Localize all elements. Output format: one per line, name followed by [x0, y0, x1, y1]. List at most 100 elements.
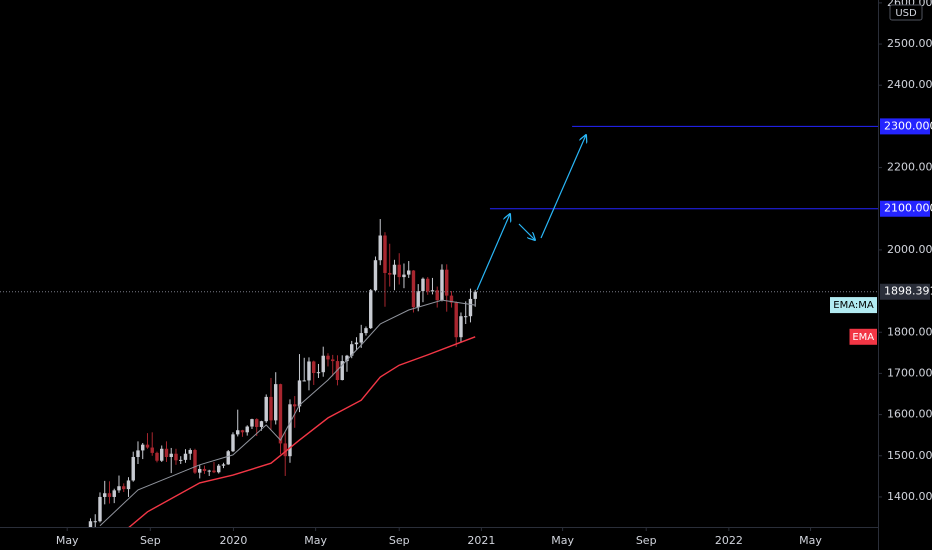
y-tick-label: 1600.000: [887, 408, 932, 421]
candle-body: [383, 235, 387, 273]
candle-body: [117, 486, 121, 491]
indicator-tag: [849, 328, 877, 345]
candle-body: [354, 342, 359, 345]
candle-body: [231, 434, 235, 452]
candle-body: [278, 384, 283, 444]
candle-body: [112, 490, 116, 497]
candle-body: [236, 430, 240, 435]
candle-body: [198, 468, 202, 473]
drawing-arrows: [476, 135, 586, 291]
candle-body: [459, 316, 463, 338]
candle-body: [88, 521, 93, 527]
candle-body: [169, 453, 173, 458]
y-tick-label: 1800.000: [887, 325, 932, 338]
candle-body: [245, 426, 249, 433]
currency-label: USD: [895, 8, 917, 19]
candle-body: [240, 430, 245, 433]
candle-body: [364, 328, 368, 334]
candle-body: [468, 298, 473, 317]
candle-body: [321, 355, 325, 373]
candle-body: [131, 457, 135, 481]
candle-body: [350, 344, 354, 356]
candle-body: [464, 316, 468, 318]
candle-body: [397, 264, 401, 278]
arrow: [518, 223, 535, 240]
candle-body: [283, 443, 287, 457]
y-tick-label: 2600.000: [887, 0, 932, 9]
x-tick-label: May: [799, 534, 822, 547]
candle-body: [174, 453, 178, 461]
candle-body: [326, 355, 330, 360]
candle-body: [430, 290, 435, 292]
candle-body: [402, 274, 406, 278]
y-tick-label: 2000.000: [887, 243, 932, 256]
candle-body: [421, 278, 425, 292]
candle-body: [212, 470, 216, 473]
level-tag: [880, 118, 930, 135]
candle-body: [359, 333, 363, 343]
candle-body: [426, 278, 430, 292]
y-tick-label: 2400.000: [887, 78, 932, 91]
arrow: [476, 214, 510, 291]
x-tick-label: 2022: [715, 534, 743, 547]
candle-body: [407, 270, 411, 275]
y-tick-label: 1400.000: [887, 490, 932, 503]
candle-body: [155, 452, 159, 461]
candle-body: [183, 453, 188, 460]
candle-body: [345, 355, 349, 362]
candle-body: [188, 450, 192, 454]
candle-body: [264, 396, 268, 422]
y-tick-label: 2500.000: [887, 37, 932, 50]
candle-body: [98, 496, 102, 522]
x-tick-label: May: [304, 534, 327, 547]
candle-body: [307, 361, 311, 381]
level-tag: [880, 200, 930, 217]
candle-body: [122, 486, 126, 490]
x-tick-label: May: [56, 534, 79, 547]
candle-body: [435, 290, 439, 301]
candle-body: [388, 272, 392, 275]
candle-body: [145, 444, 150, 448]
candle-body: [445, 269, 449, 296]
candle-body: [93, 521, 97, 523]
indicator-line: [99, 299, 476, 527]
candle-body: [269, 396, 273, 421]
candle-body: [316, 372, 321, 374]
candle-body: [411, 270, 416, 308]
level-tag-label: 2100.000: [884, 202, 932, 215]
candle-body: [449, 295, 454, 303]
candle-body: [126, 480, 131, 490]
candle-body: [207, 470, 211, 472]
x-tick-label: May: [551, 534, 574, 547]
candle-body: [193, 450, 197, 473]
candle-body: [274, 384, 278, 421]
candle-body: [255, 419, 259, 427]
plot-area: [0, 125, 878, 527]
candle-body: [373, 260, 378, 291]
candle-body: [288, 404, 292, 457]
candle-body: [473, 291, 477, 299]
candle-body: [392, 264, 397, 275]
y-tick-label: 2200.000: [887, 161, 932, 174]
candle-body: [202, 468, 207, 472]
x-tick-label: 2020: [219, 534, 247, 547]
candle-body: [293, 404, 297, 407]
indicator-line: [128, 336, 476, 527]
candle-body: [302, 380, 306, 382]
candle-body: [179, 459, 183, 461]
y-tick-label: 1500.000: [887, 449, 932, 462]
indicator-tag-label: EMA: [852, 332, 874, 343]
x-tick-label: Sep: [636, 534, 657, 547]
candle-body: [160, 448, 164, 461]
candle-body: [416, 291, 420, 308]
candle-body: [250, 419, 254, 427]
candle-body: [107, 493, 112, 497]
last-price-tag: [880, 283, 930, 300]
arrow: [540, 135, 586, 239]
candle-body: [103, 493, 107, 497]
candle-body: [378, 235, 382, 261]
candle-body: [136, 450, 140, 458]
